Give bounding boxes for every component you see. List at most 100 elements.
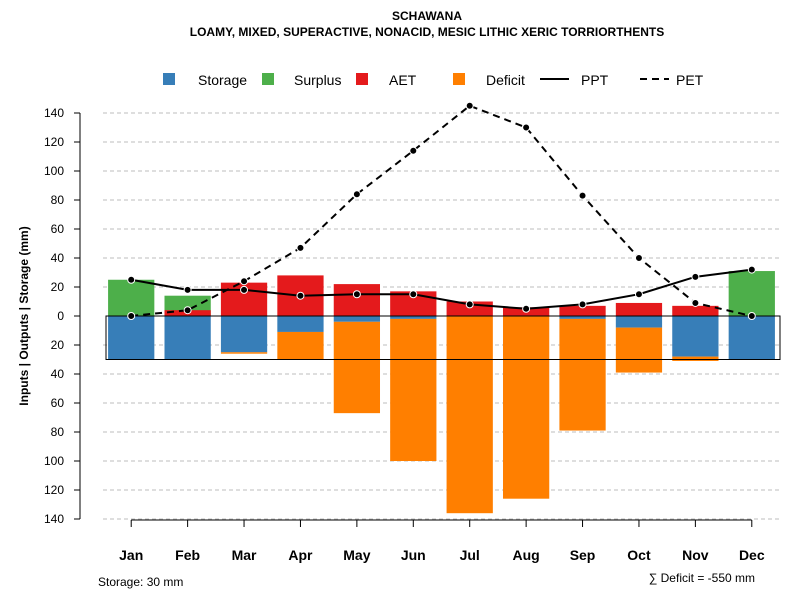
ppt-point xyxy=(578,300,587,309)
deficit-bar xyxy=(390,318,437,461)
y-tick-label: 140 xyxy=(44,512,64,526)
legend-storage-swatch xyxy=(163,73,175,85)
y-tick-label: 0 xyxy=(57,309,64,323)
aet-bar xyxy=(559,305,606,316)
y-axis-label: Inputs | Outputs | Storage (mm) xyxy=(17,226,31,405)
chart-title: SCHAWANA xyxy=(392,9,462,23)
y-tick-label: 80 xyxy=(51,425,65,439)
y-tick-label: 120 xyxy=(44,135,64,149)
storage-bar xyxy=(672,316,719,357)
storage-bar xyxy=(333,316,381,322)
y-tick-label: 20 xyxy=(51,280,65,294)
pet-point xyxy=(240,277,249,286)
legend-deficit-swatch xyxy=(453,73,465,85)
y-tick-label: 60 xyxy=(51,222,65,236)
grid xyxy=(103,112,780,520)
x-tick-label: Dec xyxy=(739,547,765,563)
deficit-bar xyxy=(502,316,550,499)
storage-bar xyxy=(559,316,606,319)
x-tick-label: Nov xyxy=(682,547,709,563)
pet-point xyxy=(747,312,756,320)
y-tick-label: 100 xyxy=(44,454,64,468)
storage-bar xyxy=(390,316,437,319)
ppt-point xyxy=(634,290,643,299)
deficit-bar xyxy=(333,321,381,414)
y-tick-label: 40 xyxy=(51,251,65,265)
legend-aet-swatch xyxy=(356,73,368,85)
y-tick-label: 120 xyxy=(44,483,64,497)
pet-point xyxy=(691,298,700,307)
y-tick-label: 100 xyxy=(44,164,64,178)
surplus-bar xyxy=(108,279,155,316)
aet-bar xyxy=(672,305,719,316)
aet-bar xyxy=(333,284,381,316)
legend-storage-label: Storage xyxy=(198,72,247,88)
ppt-point xyxy=(522,304,531,313)
ppt-point xyxy=(409,290,418,299)
x-tick-label: Feb xyxy=(175,547,200,563)
ppt-line xyxy=(131,268,752,310)
pet-point xyxy=(352,190,361,199)
deficit-bar xyxy=(446,316,493,514)
x-tick-label: Oct xyxy=(627,547,651,563)
pet-point xyxy=(409,146,418,155)
bars xyxy=(108,271,775,514)
legend-ppt-label: PPT xyxy=(581,72,609,88)
y-tick-label: 140 xyxy=(44,106,64,120)
pet-point xyxy=(183,306,192,315)
pet-point xyxy=(465,101,474,110)
deficit-bar xyxy=(672,356,719,361)
storage-bar xyxy=(108,316,155,360)
legend-surplus-label: Surplus xyxy=(294,72,341,88)
ppt-point xyxy=(240,285,249,294)
x-tick-label: Apr xyxy=(288,547,313,563)
y-tick-label: 20 xyxy=(51,338,65,352)
deficit-bar xyxy=(559,318,606,431)
ppt-point xyxy=(296,291,305,300)
surplus-bar xyxy=(728,271,775,316)
chart-subtitle: LOAMY, MIXED, SUPERACTIVE, NONACID, MESI… xyxy=(190,25,664,39)
storage-bar xyxy=(728,316,775,360)
legend-pet-label: PET xyxy=(676,72,704,88)
x-tick-label: Sep xyxy=(570,547,596,563)
pet-point xyxy=(127,312,136,320)
ppt-point xyxy=(127,275,136,284)
x-tick-label: Jan xyxy=(119,547,143,563)
ppt-point xyxy=(691,272,700,281)
x-tick-label: Aug xyxy=(513,547,540,563)
storage-footnote: Storage: 30 mm xyxy=(98,575,183,589)
storage-bar xyxy=(277,316,324,332)
pet-point xyxy=(296,243,305,252)
x-tick-label: Jun xyxy=(401,547,426,563)
pet-point xyxy=(634,254,643,262)
legend: Storage Surplus AET Deficit PPT PET xyxy=(163,72,704,88)
ppt-point xyxy=(183,285,192,294)
y-axis: 140 120 100 80 60 40 20 0 20 40 60 80 100 120 140 xyxy=(44,106,81,526)
storage-bar xyxy=(164,316,211,360)
lines xyxy=(127,101,756,320)
legend-aet-label: AET xyxy=(389,72,417,88)
x-tick-label: May xyxy=(343,547,370,563)
legend-deficit-label: Deficit xyxy=(486,72,525,88)
pet-line xyxy=(131,104,753,317)
y-tick-label: 60 xyxy=(51,396,65,410)
deficit-bar xyxy=(277,331,324,360)
deficit-bar xyxy=(220,352,268,354)
storage-bar xyxy=(220,316,268,353)
ppt-point xyxy=(352,290,361,299)
deficit-footnote: ∑ Deficit = -550 mm xyxy=(649,571,755,585)
ppt-point xyxy=(747,265,756,274)
pet-point xyxy=(522,123,531,132)
aet-bar xyxy=(615,302,663,316)
deficit-bar xyxy=(615,327,663,373)
y-tick-label: 40 xyxy=(51,367,65,381)
x-tick-label: Jul xyxy=(460,547,480,563)
legend-surplus-swatch xyxy=(262,73,274,85)
storage-bar xyxy=(615,316,663,328)
y-tick-label: 80 xyxy=(51,193,65,207)
ppt-point xyxy=(465,300,474,309)
pet-point xyxy=(578,191,587,200)
x-axis: Jan Feb Mar Apr May Jun Jul Aug Sep Oct Nov Dec xyxy=(119,519,765,563)
x-tick-label: Mar xyxy=(232,547,257,563)
